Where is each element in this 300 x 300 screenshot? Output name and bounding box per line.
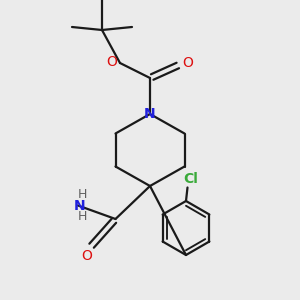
- Text: N: N: [74, 199, 85, 212]
- Text: Cl: Cl: [183, 172, 198, 186]
- Text: N: N: [144, 107, 156, 121]
- Text: O: O: [106, 55, 117, 68]
- Text: H: H: [78, 188, 87, 201]
- Text: H: H: [78, 210, 87, 223]
- Text: O: O: [182, 56, 193, 70]
- Text: O: O: [81, 249, 92, 263]
